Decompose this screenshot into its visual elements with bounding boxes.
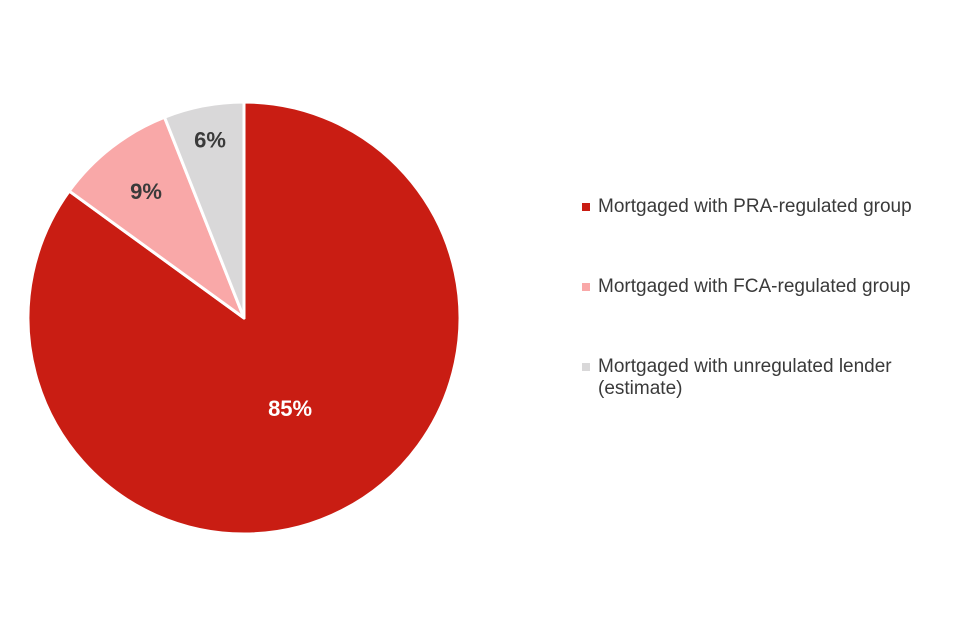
pie-slices [26, 100, 462, 536]
legend-label-unregulated: Mortgaged with unregulated lender (estim… [598, 356, 892, 399]
data-label-pra-regulated: 85% [268, 396, 312, 421]
legend-item-unregulated: Mortgaged with unregulated lender (estim… [582, 356, 952, 400]
pie-slice-fca-regulated [67, 115, 246, 320]
data-label-unregulated: 6% [194, 127, 226, 152]
legend-label-pra-regulated: Mortgaged with PRA-regulated group [598, 196, 912, 217]
legend-swatch-unregulated [582, 363, 590, 371]
legend-item-fca-regulated: Mortgaged with FCA-regulated group [582, 276, 952, 298]
pie-slice-unregulated [162, 100, 246, 320]
legend-swatch-fca-regulated [582, 283, 590, 291]
data-label-fca-regulated: 9% [130, 179, 162, 204]
legend-label-fca-regulated: Mortgaged with FCA-regulated group [598, 276, 911, 297]
legend-swatch-pra-regulated [582, 203, 590, 211]
legend: Mortgaged with PRA-regulated group Mortg… [582, 196, 952, 400]
pie-data-labels: 85% 9% 6% [130, 127, 312, 421]
legend-item-pra-regulated: Mortgaged with PRA-regulated group [582, 196, 952, 218]
